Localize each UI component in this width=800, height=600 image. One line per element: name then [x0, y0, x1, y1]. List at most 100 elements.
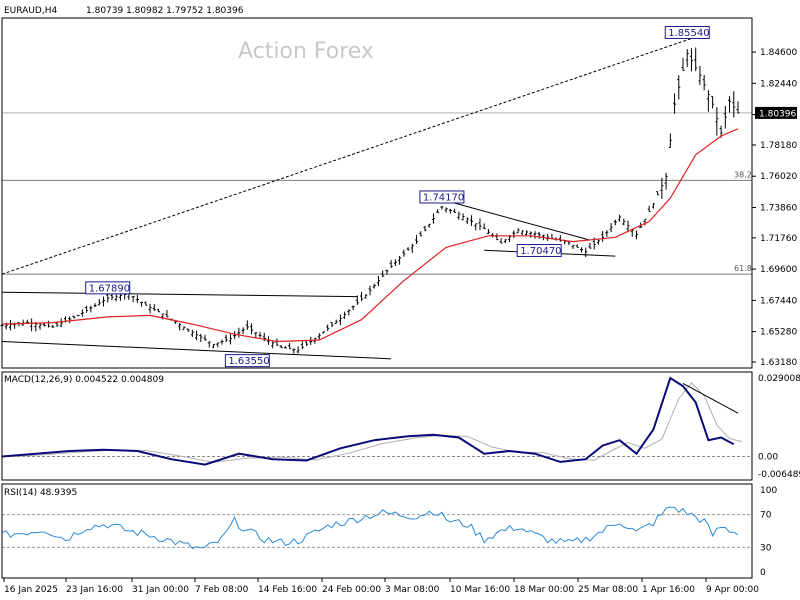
candle: [626, 220, 630, 233]
candle: [546, 233, 550, 241]
candle: [486, 229, 490, 234]
candle: [461, 213, 465, 221]
candle: [512, 230, 516, 239]
price-tick-label: 1.73860: [760, 203, 797, 213]
rsi-tick-label: 30: [760, 543, 772, 553]
candle: [118, 293, 122, 301]
candle: [190, 329, 194, 337]
svg-text:1.63550: 1.63550: [228, 356, 269, 367]
x-tick-label: 14 Feb 16:00: [258, 585, 317, 595]
candle: [364, 294, 368, 299]
x-tick-label: 1 Apr 16:00: [642, 585, 695, 595]
candle: [660, 177, 664, 199]
candle: [351, 305, 355, 311]
candle: [195, 330, 199, 341]
candle: [673, 93, 677, 114]
price-annotation: 1.63550: [224, 354, 270, 368]
candle: [516, 228, 520, 234]
candle: [211, 343, 215, 349]
candle: [706, 90, 710, 112]
candle: [436, 209, 440, 214]
candle: [300, 341, 304, 350]
candle: [579, 247, 583, 253]
candle: [283, 346, 287, 349]
watermark: Action Forex: [238, 39, 374, 64]
price-tick-label: 1.65280: [760, 328, 797, 338]
price-pane: 38.2 61.8 1.85540 1.74170 1.70470 1.67890 1.63…: [0, 25, 752, 368]
candle: [216, 342, 220, 348]
price-annotation: 1.85540: [664, 25, 710, 39]
macd-signal-line: [10, 382, 743, 463]
candle: [677, 75, 681, 100]
candle: [381, 270, 385, 278]
fib-level-label: 61.8: [734, 264, 752, 273]
macd-tick-label: -0.006489: [758, 470, 800, 480]
candle: [427, 223, 431, 228]
candle: [38, 322, 42, 330]
candle: [199, 333, 203, 342]
candle: [571, 244, 575, 249]
candle: [178, 323, 182, 331]
candle: [393, 259, 397, 267]
candle: [728, 96, 732, 113]
candle: [186, 328, 190, 332]
candle: [736, 101, 740, 114]
ohlc-header: 1.80739 1.80982 1.79752 1.80396: [86, 6, 244, 16]
candle: [622, 218, 626, 226]
candle: [368, 285, 372, 296]
candle: [220, 339, 224, 345]
candle: [360, 291, 364, 302]
price-tick-label: 1.84600: [760, 48, 797, 58]
candle: [173, 321, 177, 324]
candle: [97, 299, 101, 306]
candle: [431, 213, 435, 224]
candle: [355, 295, 359, 305]
candle: [457, 211, 461, 220]
candle: [245, 320, 249, 330]
candle: [634, 230, 638, 240]
candle: [732, 91, 736, 118]
candle: [76, 314, 80, 317]
candle: [389, 260, 393, 268]
candle: [224, 334, 228, 343]
candle: [613, 219, 617, 226]
trendline: [441, 199, 591, 241]
axes: 1.846001.824401.802801.781801.760201.738…: [1, 17, 800, 595]
candle: [30, 318, 34, 332]
candle: [148, 303, 152, 314]
candle: [8, 319, 12, 331]
x-tick-label: 7 Feb 08:00: [195, 585, 249, 595]
x-tick-label: 10 Mar 16:00: [450, 585, 510, 595]
rsi-line: [1, 506, 739, 550]
current-price-marker: 1.80396: [755, 106, 797, 119]
fib-level-label: 38.2: [734, 170, 752, 179]
symbol-header: EURAUD,H4: [4, 6, 57, 16]
pane-frame: [1, 483, 753, 579]
candle: [51, 324, 55, 328]
candle: [182, 326, 186, 331]
candle: [609, 223, 613, 233]
candle: [241, 327, 245, 335]
candle: [630, 228, 634, 237]
candle: [275, 338, 279, 346]
trendline: [1, 37, 692, 275]
x-tick-label: 23 Jan 16:00: [66, 585, 123, 595]
candle: [558, 235, 562, 242]
candle: [292, 348, 296, 354]
price-tick-label: 1.67440: [760, 296, 797, 306]
candle: [415, 235, 419, 244]
candle: [326, 324, 330, 332]
candle: [250, 323, 254, 335]
candle: [698, 65, 702, 85]
candle: [499, 238, 503, 244]
price-tick-label: 1.82440: [760, 79, 797, 89]
candle: [334, 319, 338, 324]
candle: [656, 191, 660, 196]
rsi-title: RSI(14) 48.9395: [4, 488, 77, 498]
x-tick-label: 3 Mar 08:00: [385, 585, 440, 595]
candle: [228, 333, 232, 345]
x-tick-label: 18 Mar 00:00: [514, 585, 574, 595]
rsi-tick-label: 70: [760, 511, 772, 521]
candle: [664, 172, 668, 190]
